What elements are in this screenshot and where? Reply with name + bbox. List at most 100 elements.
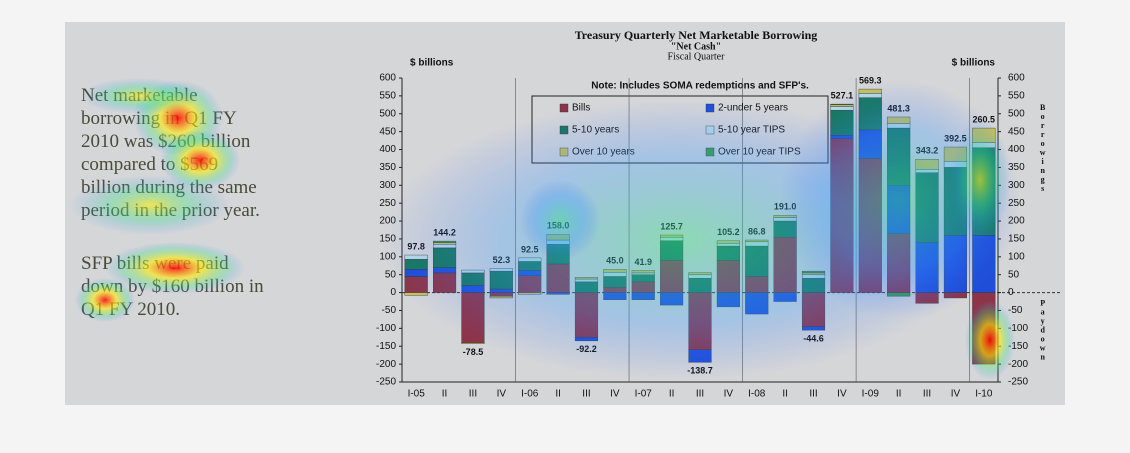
heatmap-spot: [70, 175, 230, 235]
y2-tick-label: -150: [1008, 341, 1028, 352]
y2-tick-label: 0: [1008, 287, 1014, 298]
bar-segment: [433, 240, 457, 243]
bar-segment: [773, 292, 797, 302]
bar-segment: [801, 274, 826, 279]
y-tick-label: -250: [376, 377, 396, 388]
bar-segment: [887, 123, 911, 129]
bar-segment: [603, 292, 627, 300]
y2-tick-label: 150: [1008, 234, 1025, 245]
bar-segment: [716, 260, 740, 293]
total-label: 569.3: [859, 75, 882, 85]
bar-segment: [603, 272, 627, 277]
total-label: -92.2: [576, 344, 597, 354]
y2-tick-label: 100: [1008, 251, 1025, 262]
bar-segment: [546, 239, 570, 245]
bar-segment: [574, 292, 599, 338]
bar-segment: [773, 236, 797, 293]
bar-segment: [660, 234, 684, 238]
total-label: 125.7: [660, 221, 683, 231]
total-label: 158.0: [547, 221, 570, 231]
y-tick-label: -50: [382, 305, 397, 316]
bar-segment: [915, 168, 939, 173]
bar-segment: [943, 146, 967, 162]
bar-segment: [915, 292, 939, 304]
bar-segment: [915, 158, 939, 170]
bar-segment: [404, 254, 428, 260]
bar-segment: [830, 109, 854, 136]
bar-segment: [660, 292, 684, 306]
total-label: 260.5: [973, 114, 996, 124]
total-label: -44.6: [803, 334, 824, 344]
y2-tick-label: 350: [1008, 162, 1025, 173]
bar-segment: [716, 240, 740, 244]
bar-segment: [745, 241, 769, 247]
bar-segment: [943, 167, 967, 236]
bar-segment: [574, 278, 599, 283]
side-label: Paydown: [1038, 299, 1047, 362]
bar-segment: [773, 217, 797, 222]
y2-tick-label: 500: [1008, 108, 1025, 119]
bar-segment: [518, 270, 542, 276]
bar-segment: [546, 292, 570, 295]
bar-segment: [461, 269, 485, 274]
bar-segment: [915, 172, 939, 243]
y2-tick-label: 550: [1008, 91, 1025, 102]
bar-segment: [660, 236, 684, 241]
bar-segment: [546, 234, 570, 241]
y-tick-label: 250: [379, 198, 396, 209]
heatmap-spot: [75, 278, 135, 322]
legend-label: Over 10 years: [572, 147, 635, 158]
bar-segment: [972, 142, 996, 148]
total-label: 41.9: [634, 257, 652, 267]
bar-segment: [801, 272, 826, 275]
x-tick-label: I-05: [408, 389, 426, 400]
bar-segment: [518, 261, 542, 271]
total-label: 92.5: [521, 244, 539, 254]
y2-tick-label: 300: [1008, 180, 1025, 191]
total-label: 343.2: [916, 146, 939, 156]
bar-segment: [688, 349, 712, 363]
total-label: -78.5: [463, 347, 484, 357]
bar-segment: [858, 97, 882, 131]
legend-label: 2-under 5 years: [718, 103, 788, 114]
bar-segment: [688, 278, 712, 293]
bar-segment: [489, 295, 513, 299]
bar-segment: [745, 292, 769, 315]
bar-segment: [773, 220, 797, 238]
bar-segment: [801, 270, 826, 274]
bar-segment: [943, 235, 967, 293]
total-label: 191.0: [774, 202, 797, 212]
x-tick-label: IV: [610, 389, 620, 400]
bar-segment: [574, 337, 599, 342]
bar-segment: [603, 269, 627, 273]
bar-segment: [688, 272, 712, 275]
bar-segment: [461, 342, 485, 344]
y2-tick-label: 50: [1008, 269, 1020, 280]
total-label: 86.8: [748, 226, 766, 236]
y-tick-label: 500: [379, 108, 396, 119]
y2-tick-label: 600: [1008, 73, 1025, 84]
y-tick-label: 350: [379, 162, 396, 173]
bar-segment: [801, 326, 826, 331]
bar-segment: [433, 242, 457, 245]
bar-segment: [518, 292, 542, 295]
y2-tick-label: -200: [1008, 359, 1028, 370]
total-label: 45.0: [606, 256, 624, 266]
bar-segment: [603, 276, 627, 288]
y-axis-title: $ billions: [410, 58, 454, 69]
bar-segment: [887, 116, 911, 124]
heatmap-spot: [80, 78, 200, 114]
bar-segment: [631, 274, 655, 283]
total-label: -138.7: [687, 366, 713, 376]
bar-segment: [972, 292, 996, 365]
bar-segment: [887, 233, 911, 293]
bar-segment: [972, 235, 996, 293]
bar-segment: [603, 287, 627, 293]
y2-tick-label: 200: [1008, 216, 1025, 227]
bar-segment: [745, 276, 769, 293]
x-tick-label: I-06: [521, 389, 539, 400]
legend-label: Bills: [572, 103, 590, 114]
bar-segment: [943, 161, 967, 168]
bar-segment: [858, 88, 882, 94]
